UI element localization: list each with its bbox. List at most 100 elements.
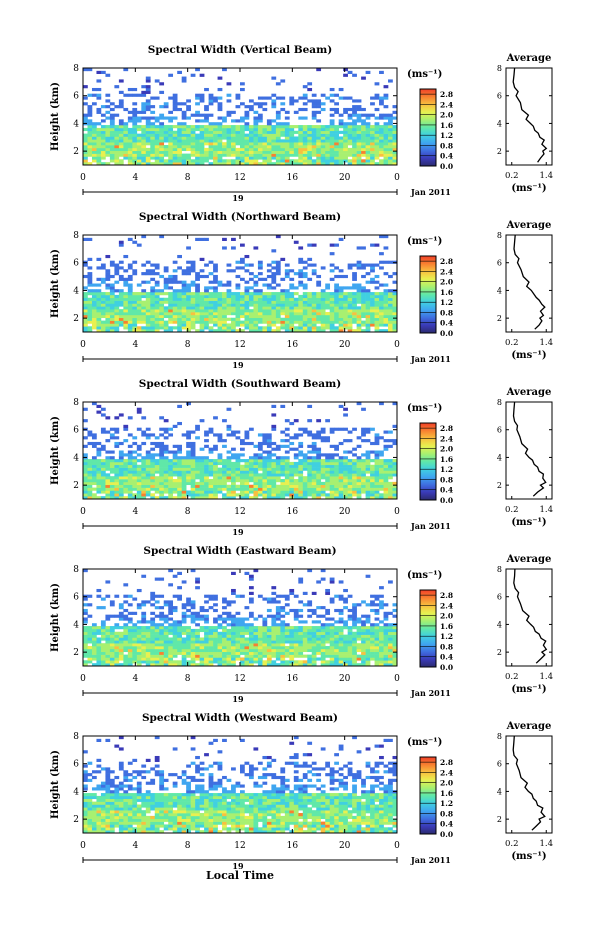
heatmap-cell [226,283,232,287]
heatmap-cell [316,274,322,279]
heatmap-cell [96,317,102,321]
heatmap-cell [177,130,182,134]
heatmap-cell [213,626,218,630]
heatmap-cell [302,628,308,633]
heatmap-cell [253,309,259,313]
heatmap-cell [96,297,102,301]
heatmap-cell [127,294,133,299]
heatmap-cell [159,116,165,120]
heatmap-cell [154,651,160,655]
heatmap-cell [150,110,156,114]
heatmap-cell [320,147,326,152]
heatmap-cell [190,162,196,166]
heatmap-cell [163,640,169,644]
heatmap-cell [253,453,259,457]
heatmap-cell [96,139,102,143]
heatmap-cell [154,631,160,635]
heatmap-cell [213,476,218,480]
heatmap-cell [374,456,380,460]
heatmap-cell [150,651,156,655]
heatmap-cell [343,643,348,647]
heatmap-cell [190,631,196,635]
heatmap-cell [231,657,236,661]
heatmap-cell [109,450,115,454]
heatmap-cell [132,159,138,163]
heatmap-cell [163,116,169,120]
heatmap-cell [213,320,218,324]
heatmap-cell [181,660,187,664]
heatmap-cell [325,162,331,166]
avg-y-tick-label: 8 [497,231,502,240]
heatmap-cell [109,433,115,437]
heatmap-cell [356,314,362,319]
heatmap-cell [352,646,357,650]
heatmap-cell [204,643,209,647]
heatmap-cell [96,277,102,281]
heatmap-cell [231,133,236,137]
heatmap-cell [388,292,393,296]
heatmap-cell [217,96,223,100]
heatmap-cell [352,107,357,112]
heatmap-cell [343,481,348,486]
heatmap-cell [190,300,196,304]
heatmap-cell [105,317,111,321]
heatmap-cell [150,125,156,129]
heatmap-cell [163,133,169,137]
heatmap-cell [307,159,313,163]
heatmap-cell [334,153,339,157]
heatmap-cell [127,297,133,301]
heatmap-cell [199,237,205,241]
heatmap-cell [266,323,272,327]
heatmap-cell [222,309,227,313]
heatmap-cell [302,283,308,287]
heatmap-cell [177,147,182,152]
heatmap-cell [374,300,380,304]
heatmap-cell [244,628,250,633]
heatmap-cell [127,289,133,293]
heatmap-cell [91,87,97,92]
heatmap-cell [181,490,187,494]
heatmap-cell [334,93,339,97]
heatmap-cell [159,651,165,655]
heatmap-cell [388,444,393,448]
heatmap-cell [329,314,335,319]
heatmap-cell [132,436,138,440]
heatmap-cell [105,496,111,500]
heatmap-cell [177,637,182,641]
heatmap-cell [253,637,259,641]
heatmap-cell [186,246,191,250]
heatmap-cell [145,660,151,664]
heatmap-cell [83,419,88,423]
heatmap-cell [289,317,295,321]
heatmap-cell [289,640,295,644]
heatmap-cell [208,312,214,316]
heatmap-cell [262,439,268,443]
heatmap-cell [266,147,272,152]
heatmap-cell [123,646,129,650]
heatmap-cell [298,467,304,471]
heatmap-cell [235,300,241,304]
heatmap-cell [136,651,142,655]
heatmap-cell [91,314,97,319]
heatmap-cell [298,147,304,152]
heatmap-cell [325,654,331,658]
colorbar-tick-label: 0.4 [440,486,453,495]
heatmap-cell [168,156,174,160]
heatmap-cell [248,660,254,664]
heatmap-cell [83,294,88,299]
heatmap-cell [244,162,250,166]
heatmap-cell [91,303,97,307]
heatmap-cell [231,651,236,655]
heatmap-cell [127,139,133,143]
heatmap-cell [343,139,348,143]
heatmap-cell [374,317,380,321]
heatmap-cell [91,640,97,644]
heatmap-cell [159,427,165,431]
heatmap-cell [204,490,209,494]
heatmap-cell [163,300,169,304]
heatmap-cell [307,490,313,494]
heatmap-cell [320,467,326,471]
heatmap-cell [141,464,147,468]
heatmap-cell [150,320,156,324]
heatmap-cell [100,292,106,296]
